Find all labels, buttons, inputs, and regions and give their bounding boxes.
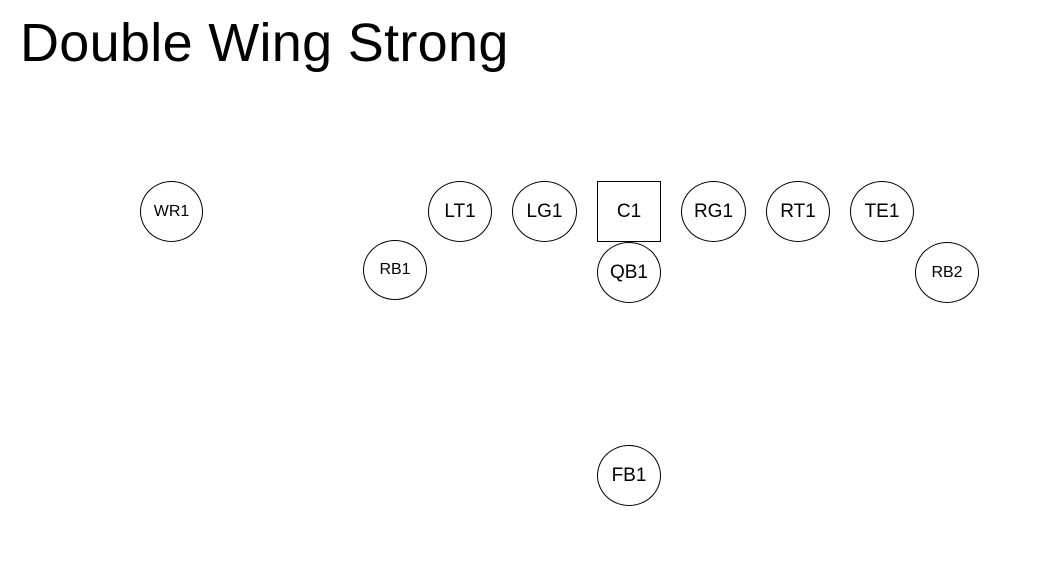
player-rt1[interactable]: RT1	[766, 181, 830, 242]
player-te1[interactable]: TE1	[850, 181, 914, 242]
player-lg1[interactable]: LG1	[512, 181, 577, 242]
player-wr1[interactable]: WR1	[140, 181, 203, 242]
player-rg1[interactable]: RG1	[681, 181, 746, 242]
player-c1[interactable]: C1	[597, 181, 661, 242]
player-lt1[interactable]: LT1	[428, 181, 492, 242]
player-fb1[interactable]: FB1	[597, 445, 661, 506]
formation-title: Double Wing Strong	[20, 13, 509, 73]
player-rb2[interactable]: RB2	[915, 242, 979, 303]
player-rb1[interactable]: RB1	[363, 240, 427, 300]
player-qb1[interactable]: QB1	[597, 242, 661, 303]
